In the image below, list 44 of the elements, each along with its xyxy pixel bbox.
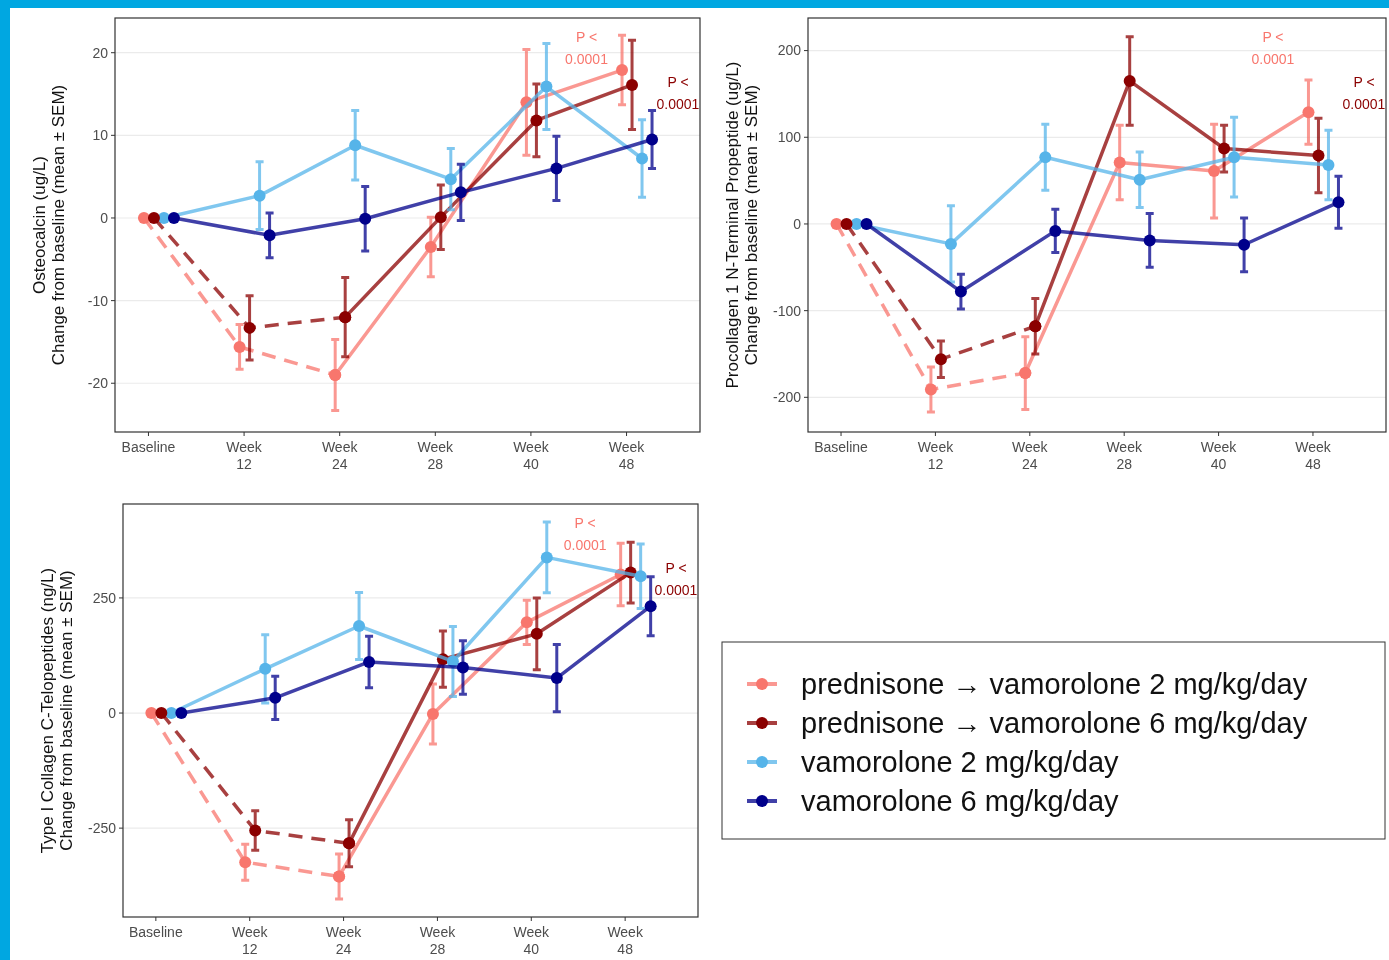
annotation: P < 0.0001 — [1251, 29, 1295, 67]
annotation: P < 0.0001 — [1342, 74, 1386, 112]
x-tick-label: Week 40 — [513, 439, 550, 472]
annotation: P < 0.0001 — [565, 29, 609, 67]
x-tick-label: Week 24 — [1012, 439, 1049, 472]
legend-label: prednisone → vamorolone 6 mg/kg/day — [801, 707, 1308, 739]
y-tick-label: 200 — [777, 42, 802, 59]
x-tick-label: Week 48 — [608, 439, 646, 472]
y-tick-label: -10 — [87, 292, 109, 309]
legend-label: vamorolone 6 mg/kg/day — [801, 785, 1120, 817]
annotation: P < 0.0001 — [654, 560, 698, 598]
x-tick-label: Week 28 — [419, 924, 457, 957]
annotation: P < 0.0001 — [563, 515, 607, 553]
y-axis-title: Osteocalcin (ug/L) Change from baseline (mean ± SEM) — [30, 84, 68, 366]
x-tick-label: Week 40 — [1200, 439, 1238, 472]
x-tick-label: Week 28 — [1106, 439, 1143, 472]
x-tick-label: Week 48 — [607, 924, 644, 957]
y-tick-label: 250 — [92, 589, 117, 606]
y-tick-label: 10 — [92, 127, 109, 144]
y-tick-label: 0 — [100, 209, 109, 226]
y-axis-title: Procollagen 1 N-Terminal Propeptide (ug/L) Change from baseline (mean ± SEM) — [723, 61, 761, 389]
y-tick-label: 0 — [793, 215, 802, 232]
y-tick-label: -250 — [87, 820, 117, 837]
x-tick-label: Week 24 — [325, 924, 363, 957]
x-tick-label: Week 12 — [226, 439, 263, 472]
x-tick-label: Week 12 — [231, 924, 269, 957]
x-tick-label: Week 40 — [513, 924, 551, 957]
legend-label: prednisone → vamorolone 2 mg/kg/day — [801, 668, 1308, 700]
y-tick-label: -100 — [772, 302, 802, 319]
x-tick-label: Week 28 — [417, 439, 455, 472]
x-tick-label: Week 24 — [321, 439, 359, 472]
y-axis-title: Type I Collagen C-Telopeptides (ng/L) Change from baseline (mean ± SEM) — [38, 567, 76, 854]
y-tick-label: -20 — [87, 375, 109, 392]
legend-label: vamorolone 2 mg/kg/day — [801, 746, 1120, 778]
x-tick-label: Baseline — [129, 924, 183, 940]
y-tick-label: 20 — [92, 44, 109, 61]
y-tick-label: -200 — [772, 389, 802, 406]
x-tick-label: Baseline — [814, 439, 869, 455]
x-tick-label: Week 12 — [917, 439, 955, 472]
x-tick-label: Baseline — [121, 439, 176, 455]
y-tick-label: 0 — [108, 704, 117, 721]
y-tick-label: 100 — [777, 129, 802, 146]
annotation: P < 0.0001 — [656, 74, 700, 112]
x-tick-label: Week 48 — [1295, 439, 1332, 472]
